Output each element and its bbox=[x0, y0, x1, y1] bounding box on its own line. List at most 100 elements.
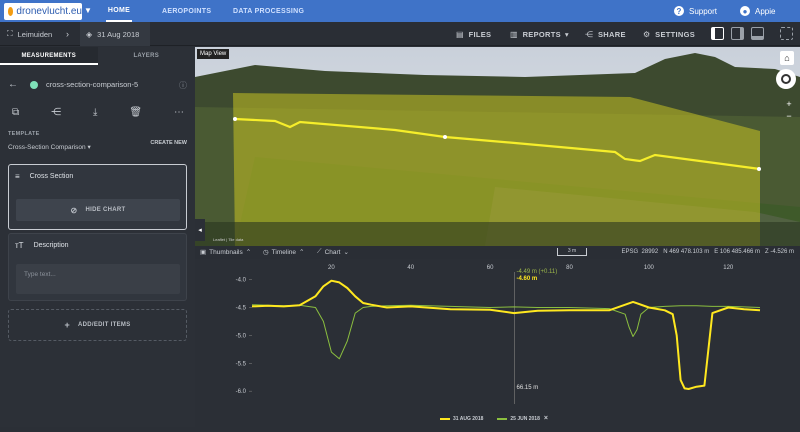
chart-line-icon: ⟋ bbox=[317, 248, 322, 255]
x-tick-label: 60 bbox=[487, 265, 494, 271]
chevron-right-icon: › bbox=[66, 29, 69, 39]
share-icon: ⋲ bbox=[585, 29, 593, 39]
info-icon[interactable]: ⓘ bbox=[179, 81, 187, 90]
description-card: ᴛT Description Type text... bbox=[8, 233, 187, 301]
series-line-aug bbox=[251, 279, 761, 390]
template-label: TEMPLATE bbox=[8, 131, 40, 137]
plus-icon: + bbox=[64, 320, 70, 330]
more-icon[interactable]: ⋯ bbox=[173, 107, 184, 118]
user-icon: ● bbox=[740, 6, 750, 16]
menu-lines-icon: ≡ bbox=[15, 172, 20, 181]
home-icon[interactable]: ⌂ bbox=[780, 51, 794, 65]
fullscreen-icon[interactable] bbox=[780, 27, 793, 40]
reports-icon: ▥ bbox=[510, 29, 518, 39]
site-selector[interactable]: ⛶ Leimuiden bbox=[7, 22, 52, 46]
logo-icon bbox=[8, 7, 14, 16]
user-name: Appie bbox=[755, 6, 776, 16]
project-toolbar: ⛶ Leimuiden › ◈ 31 Aug 2018 ▤ FILES ▥ REPO… bbox=[0, 22, 800, 46]
files-label: FILES bbox=[468, 29, 492, 39]
cross-section-title: Cross Section bbox=[29, 173, 74, 180]
support-link[interactable]: ? Support bbox=[674, 0, 717, 22]
brand-logo[interactable]: dronevlucht.eu bbox=[4, 3, 82, 20]
y-tick-label: -4.5 bbox=[236, 305, 247, 311]
add-items-label: ADD/EDIT ITEMS bbox=[78, 322, 131, 328]
files-icon: ▤ bbox=[456, 29, 464, 39]
trash-icon[interactable]: 🗑 bbox=[129, 107, 143, 118]
template-value: Cross-Section Comparison bbox=[8, 144, 86, 151]
create-new-button[interactable]: CREATE NEW bbox=[150, 140, 187, 146]
download-icon[interactable]: ⤓ bbox=[92, 107, 98, 118]
legend-label-b: 25 JUN 2018 bbox=[510, 415, 540, 422]
zoom-in-icon[interactable]: + bbox=[786, 99, 792, 109]
reports-button[interactable]: ▥ REPORTS ▾ bbox=[510, 22, 569, 46]
x-tick-label: 20 bbox=[328, 265, 335, 271]
back-arrow-icon[interactable]: ← bbox=[8, 79, 18, 90]
user-menu[interactable]: ● Appie bbox=[740, 0, 775, 22]
support-label: Support bbox=[689, 6, 718, 16]
tab-measurements[interactable]: MEASUREMENTS bbox=[0, 47, 98, 65]
template-select[interactable]: Cross-Section Comparison ▾ bbox=[8, 143, 91, 151]
description-input[interactable]: Type text... bbox=[16, 264, 180, 294]
site-icon: ⛶ bbox=[7, 29, 13, 38]
easting: E 106 485.466 m bbox=[714, 249, 760, 255]
map-attribution: Leaflet | Tile data bbox=[213, 237, 244, 242]
chart-label: Chart bbox=[324, 248, 341, 256]
scale-bar: 3 m bbox=[557, 248, 587, 256]
help-icon: ? bbox=[674, 6, 684, 16]
files-button[interactable]: ▤ FILES bbox=[456, 22, 491, 46]
x-tick-label: 80 bbox=[566, 265, 573, 271]
y-tick-label: -6.0 bbox=[236, 389, 247, 395]
layout-sidebar-icon[interactable] bbox=[711, 27, 724, 40]
share-button[interactable]: ⋲ SHARE bbox=[585, 22, 626, 46]
collapse-sidebar-icon[interactable]: ◂ bbox=[195, 219, 205, 241]
measurement-header: ← cross-section-comparison-5 bbox=[8, 79, 138, 90]
gear-icon: ⚙ bbox=[643, 29, 651, 39]
x-tick-label: 100 bbox=[644, 265, 655, 271]
timeline-label: Timeline bbox=[271, 248, 296, 256]
layout-split-icon[interactable] bbox=[731, 27, 744, 40]
copy-icon[interactable]: ⧉ bbox=[12, 107, 20, 118]
measurement-color-dot[interactable] bbox=[30, 80, 38, 89]
chevron-down-icon: ▾ bbox=[564, 29, 569, 39]
thumbnails-toggle[interactable]: ▣ Thumbnails ⌃ bbox=[200, 248, 252, 257]
cursor-x-label: 66.15 m bbox=[517, 385, 539, 391]
zoom-out-icon[interactable]: − bbox=[786, 111, 792, 121]
hide-chart-button[interactable]: ⊘ HIDE CHART bbox=[16, 199, 180, 221]
share-icon[interactable]: ⋲ bbox=[51, 107, 62, 118]
compass-ring bbox=[781, 74, 791, 84]
chevron-down-icon: ▾ bbox=[87, 144, 91, 151]
map-view[interactable]: Map View ⌂ + − Leaflet | Tile data bbox=[195, 47, 800, 246]
date-selector[interactable]: ◈ 31 Aug 2018 bbox=[86, 22, 139, 46]
measurement-name[interactable]: cross-section-comparison-5 bbox=[46, 80, 139, 89]
cross-section-card[interactable]: ≡ Cross Section ⊘ HIDE CHART bbox=[8, 164, 187, 230]
close-icon[interactable]: × bbox=[543, 415, 548, 422]
cross-section-chart[interactable]: -4.0 -4.5 -5.0 -5.5 -6.0 20 40 60 80 100 120 -4.49 … bbox=[195, 259, 800, 427]
share-label: SHARE bbox=[598, 29, 626, 39]
settings-button[interactable]: ⚙ SETTINGS bbox=[643, 22, 695, 46]
map-view-label: Map View bbox=[197, 49, 230, 59]
reports-label: REPORTS bbox=[522, 29, 561, 39]
y-tick-label: -4.0 bbox=[236, 278, 247, 284]
text-icon: ᴛT bbox=[15, 241, 24, 250]
cursor-label-a: -4.49 m (+0.11) bbox=[517, 269, 558, 275]
x-tick-label: 120 bbox=[723, 265, 734, 271]
nav-aeropoints[interactable]: AEROPOINTS bbox=[162, 7, 212, 15]
date-label: 31 Aug 2018 bbox=[97, 29, 140, 39]
chevron-up-icon: ⌃ bbox=[245, 249, 252, 256]
layout-bottom-icon[interactable] bbox=[751, 27, 764, 40]
tab-layers[interactable]: LAYERS bbox=[133, 53, 160, 59]
chart-svg: -4.0 -4.5 -5.0 -5.5 -6.0 20 40 60 80 100 120 -4.49 … bbox=[236, 265, 761, 404]
compass-icon[interactable] bbox=[776, 69, 796, 89]
timeline-toggle[interactable]: ◷ Timeline ⌃ bbox=[263, 248, 304, 257]
site-name: Leimuiden bbox=[17, 29, 53, 39]
chart-toggle[interactable]: ⟋ Chart ⌄ bbox=[317, 248, 349, 256]
coordinate-readout: EPSG 28992 N 469 478.103 m E 106 485.466… bbox=[621, 249, 794, 255]
add-edit-items-button[interactable]: + ADD/EDIT ITEMS bbox=[8, 309, 187, 341]
y-tick-label: -5.5 bbox=[236, 361, 247, 367]
nav-data-processing[interactable]: DATA PROCESSING bbox=[233, 7, 305, 15]
nav-home[interactable]: HOME bbox=[106, 0, 132, 22]
chevron-down-icon[interactable]: ▼ bbox=[84, 6, 92, 15]
map-scene bbox=[195, 47, 800, 246]
epsg-code: 28992 bbox=[641, 249, 659, 255]
series-line-jun bbox=[251, 304, 761, 360]
